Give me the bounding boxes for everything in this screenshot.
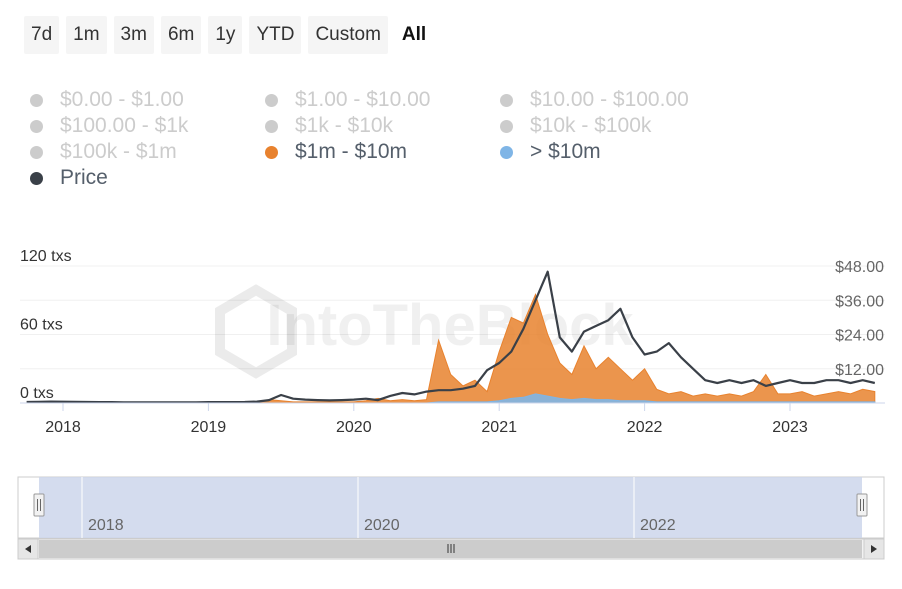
y-left-tick-label: 60 txs	[20, 317, 63, 334]
arrow-left-icon	[25, 545, 31, 553]
navigator-tick-label: 2018	[88, 517, 124, 534]
x-tick-label: 2018	[45, 419, 81, 436]
legend-marker-icon	[500, 119, 513, 133]
legend-marker-icon	[265, 93, 278, 107]
range-button-3m[interactable]: 3m	[113, 16, 154, 54]
legend-label: Price	[60, 166, 108, 189]
range-button-1y[interactable]: 1y	[208, 16, 243, 54]
legend-marker-icon	[500, 93, 513, 107]
legend-marker-icon	[500, 145, 513, 159]
legend-label: $1.00 - $10.00	[295, 88, 431, 111]
legend-item[interactable]: $1.00 - $10.00	[265, 88, 430, 112]
range-button-ytd[interactable]: YTD	[249, 16, 302, 54]
arrow-right-icon	[871, 545, 877, 553]
x-tick-label: 2021	[481, 419, 517, 436]
axis-layer: 0 txs 60 txs 120 txs $48.00 $36.00 $24.00 $12.…	[20, 248, 885, 436]
y-right-tick-label: $36.00	[835, 293, 884, 310]
legend-marker-icon	[265, 119, 278, 133]
legend-label: $1m - $10m	[295, 140, 408, 163]
legend-item[interactable]: > $10m	[500, 140, 601, 164]
legend-marker-icon	[30, 171, 43, 185]
x-tick-label: 2023	[772, 419, 808, 436]
range-selector: 7d 1m 3m 6m 1y YTD Custom All	[24, 16, 434, 54]
navigator-tick-label: 2020	[364, 517, 400, 534]
watermark-logo: IntoTheBlock	[266, 293, 634, 358]
legend-label: $100.00 - $1k	[60, 114, 189, 137]
navigator[interactable]: 2018 2020 2022	[17, 476, 885, 560]
legend-item[interactable]: $0.00 - $1.00	[30, 88, 184, 112]
legend-label: $0.00 - $1.00	[60, 88, 184, 111]
legend-item[interactable]: Price	[30, 166, 108, 190]
range-button-7d[interactable]: 7d	[24, 16, 60, 54]
range-button-6m[interactable]: 6m	[160, 16, 202, 54]
legend-label: $10k - $100k	[530, 114, 652, 137]
y-left-tick-label: 120 txs	[20, 248, 72, 265]
x-tick-label: 2022	[627, 419, 663, 436]
y-left-tick-label: 0 txs	[20, 385, 54, 402]
legend-item[interactable]: $10k - $100k	[500, 114, 651, 138]
legend-item[interactable]: $100k - $1m	[30, 140, 177, 164]
y-right-tick-label: $12.00	[835, 362, 884, 379]
legend-label: $100k - $1m	[60, 140, 177, 163]
y-right-tick-label: $24.00	[835, 328, 884, 345]
legend-item[interactable]: $1m - $10m	[265, 140, 407, 164]
legend-item[interactable]: $1k - $10k	[265, 114, 393, 138]
legend-marker-icon	[265, 145, 278, 159]
watermark-icon	[215, 284, 297, 379]
navigator-selected-range	[39, 477, 862, 538]
legend-label: $1k - $10k	[295, 114, 394, 137]
legend-marker-icon	[30, 119, 43, 133]
x-tick-label: 2019	[191, 419, 227, 436]
legend-marker-icon	[30, 145, 43, 159]
range-button-custom[interactable]: Custom	[308, 16, 388, 54]
legend-item[interactable]: $100.00 - $1k	[30, 114, 188, 138]
navigator-left-handle[interactable]	[33, 493, 45, 517]
grid-lines	[20, 265, 885, 370]
navigator-tick-label: 2022	[640, 517, 676, 534]
legend-label: > $10m	[530, 140, 601, 163]
y-right-tick-label: $48.00	[835, 259, 884, 276]
navigator-right-handle[interactable]	[856, 493, 868, 517]
legend-label: $10.00 - $100.00	[530, 88, 689, 111]
legend-marker-icon	[30, 93, 43, 107]
x-tick-label: 2020	[336, 419, 372, 436]
series-line-price	[26, 270, 876, 404]
range-button-all[interactable]: All	[394, 16, 434, 54]
legend-item[interactable]: $10.00 - $100.00	[500, 88, 689, 112]
range-button-1m[interactable]: 1m	[66, 16, 107, 54]
